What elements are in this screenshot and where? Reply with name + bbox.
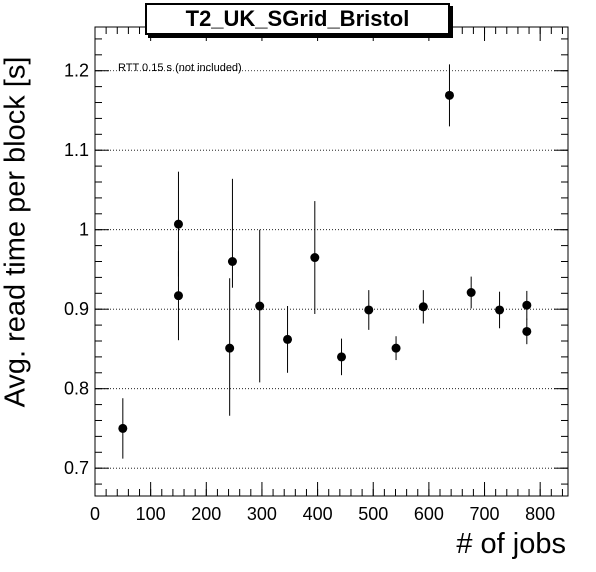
data-point [418,302,428,312]
data-point [466,288,476,298]
data-point [337,352,347,362]
x-tick-label: 200 [191,504,221,524]
x-tick-label: 600 [414,504,444,524]
y-tick-label: 1 [79,220,89,240]
x-axis: 0 100 200 300 400 500 600 700 800 [90,27,563,524]
data-point [283,334,293,344]
data-point [173,219,183,229]
y-tick-label: 0.7 [64,458,89,478]
x-tick-label: 400 [303,504,333,524]
x-tick-label: 500 [358,504,388,524]
data-point [391,343,401,353]
data-point [522,300,532,310]
data-point [118,423,128,433]
y-tick-label: 0.8 [64,379,89,399]
x-axis-label: # of jobs [456,528,566,560]
y-tick-label: 1.2 [64,61,89,81]
data-points [118,64,532,459]
data-point [364,305,374,315]
y-tick-label: 1.1 [64,140,89,160]
y-axis: 0.7 0.8 0.9 1 1.1 1.2 [64,38,568,485]
data-point [522,326,532,336]
x-tick-label: 700 [470,504,500,524]
chart-title: T2_UK_SGrid_Bristol [145,3,450,35]
x-tick-label: 800 [525,504,555,524]
rtt-annotation: RTT 0.15 s (not included) [118,62,242,74]
data-point [227,257,237,266]
y-axis-label: Avg. read time per block [s] [0,56,32,408]
plot-frame [94,26,569,497]
data-point [173,291,183,301]
data-point [444,90,454,100]
x-tick-label: 0 [90,504,100,524]
x-tick-label: 100 [136,504,166,524]
data-point [310,253,320,263]
x-tick-label: 300 [247,504,277,524]
data-point [255,301,265,311]
y-tick-label: 0.9 [64,299,89,319]
grid-lines [95,70,568,469]
data-point [225,343,235,353]
data-point [495,305,505,315]
